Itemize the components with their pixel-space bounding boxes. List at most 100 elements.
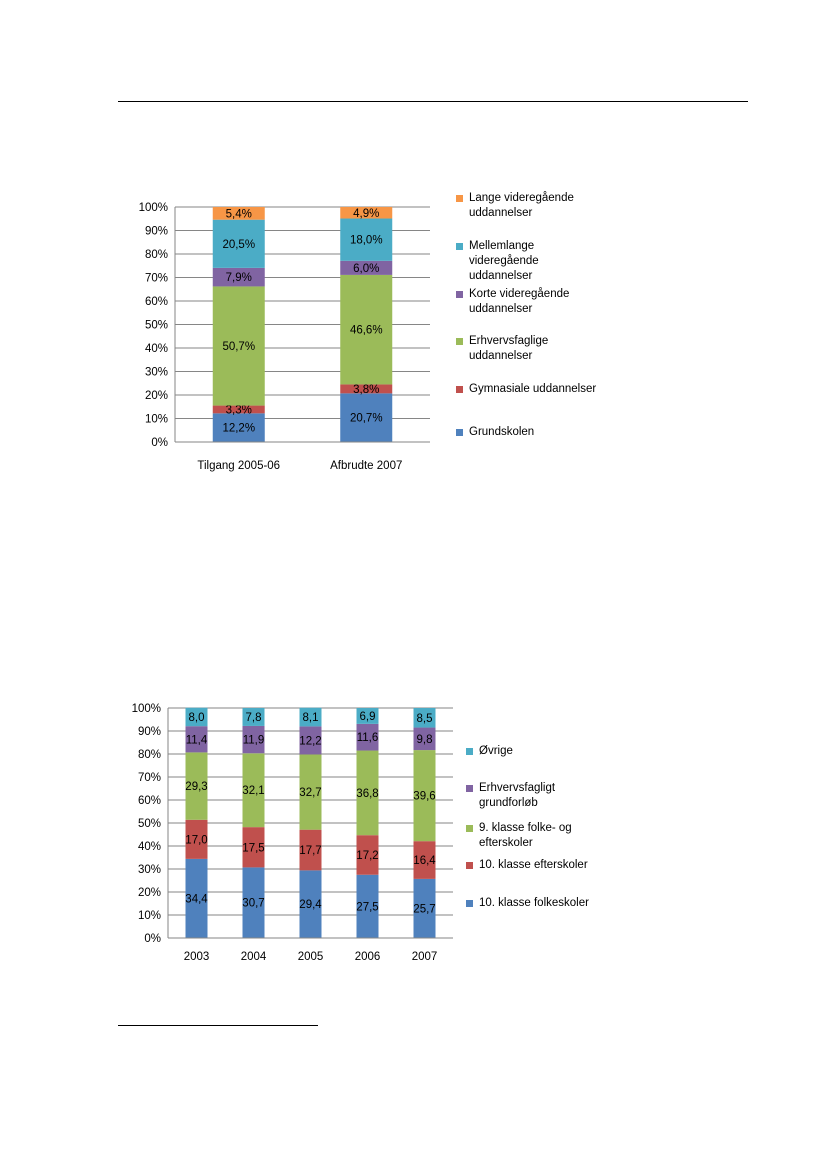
chart1-bar-segment [413, 727, 436, 751]
chart0-bar-segment [340, 218, 393, 261]
chart1-y-tick-label: 0% [144, 933, 161, 945]
chart0-y-tick-label: 10% [145, 414, 168, 426]
chart1-data-label: 29,4 [299, 899, 322, 911]
chart0-legend-label: Lange videregående uddannelser [469, 192, 574, 219]
chart1-data-label: 34,4 [185, 893, 208, 905]
chart1-data-label: 11,6 [357, 732, 379, 744]
chart0-y-tick-label: 80% [145, 249, 168, 261]
chart1-bar-segment [356, 750, 379, 836]
chart1-legend-swatch [466, 862, 473, 869]
chart0-y-tick-label: 100% [139, 202, 168, 214]
chart1-bar-segment [299, 870, 322, 938]
chart1-legend-label: 10. klasse efterskoler [479, 859, 588, 871]
chart0-legend-label: Erhvervsfaglige uddannelser [469, 335, 549, 362]
chart0-bar-segment [212, 405, 265, 414]
chart0-bar-segment [340, 274, 393, 385]
chart1-data-label: 8,5 [417, 713, 433, 725]
chart0-legend-swatch [456, 386, 463, 393]
chart0-legend-swatch [456, 338, 463, 345]
chart1-legend-swatch [466, 785, 473, 792]
chart1-legend-label: 9. klasse folke- og efterskoler [479, 822, 572, 849]
chart1-legend-label: Øvrige [479, 745, 513, 757]
chart1-bar-segment [413, 750, 436, 842]
chart1-data-label: 8,1 [303, 712, 319, 724]
chart1-bar-segment [185, 858, 208, 938]
chart0-y-tick-label: 0% [151, 437, 168, 449]
chart0-y-tick-label: 60% [145, 296, 168, 308]
chart0-bar-segment [212, 413, 265, 442]
chart0-data-label: 50,7% [222, 341, 255, 353]
chart1-svg: 0% 10% 20% 30% 40% 50% 60% 70% 80% 90% 100% 12,2% 3,… [139, 202, 430, 472]
header-rule [118, 101, 748, 102]
chart0-data-label: 7,9% [226, 272, 252, 284]
chart1-data-label: 11,4 [186, 734, 208, 746]
chart1-bar-segment [242, 867, 265, 938]
chart0-legend-swatch [456, 243, 463, 250]
chart1-data-label: 8,0 [189, 712, 205, 724]
chart0-data-label: 20,5% [222, 239, 255, 251]
chart0-y-tick-label: 40% [145, 343, 168, 355]
chart1-data-label: 16,4 [413, 855, 436, 867]
chart0-data-label: 18,0% [350, 235, 383, 247]
chart1-legend-label: Erhvervsfagligt grundforløb [479, 782, 556, 809]
chart1-x-tick-label: 2003 [184, 951, 210, 963]
chart0-bar-segment [212, 207, 265, 220]
chart1-data-label: 36,8 [356, 788, 378, 800]
chart1-bar-segment [299, 754, 322, 830]
chart1-legend-label: 10. klasse folkeskoler [479, 897, 589, 909]
chart1-y-tick-label: 10% [138, 910, 161, 922]
chart0-bar-segment [340, 393, 393, 442]
chart1-bar-segment [299, 707, 322, 727]
chart0-bar-segment [340, 260, 393, 275]
chart1-bar-segment [242, 725, 265, 754]
chart0-bar-segment [212, 219, 265, 268]
chart0-legend-swatch [456, 429, 463, 436]
chart0-data-label: 3,3% [226, 404, 252, 416]
chart1-legend-swatch [466, 825, 473, 832]
chart1-y-tick-label: 40% [138, 841, 161, 853]
chart1-data-label: 30,7 [242, 898, 264, 910]
chart0-legend-swatch [456, 291, 463, 298]
chart0-bar-segment [340, 207, 393, 219]
chart1-bar-segment [356, 874, 379, 938]
chart0-legend-swatch [456, 195, 463, 202]
chart1-y-tick-label: 20% [138, 887, 161, 899]
chart0-y-tick-label: 70% [145, 273, 168, 285]
chart1-data-label: 7,8 [246, 712, 262, 724]
chart1-data-label: 9,8 [417, 734, 433, 746]
chart1-y-tick-label: 70% [138, 772, 161, 784]
chart1-bar-segment [242, 753, 265, 828]
chart1-y-tick-label: 30% [138, 864, 161, 876]
chart0-legend-label: Mellemlange videregående uddannelser [469, 240, 539, 282]
chart0-y-tick-label: 20% [145, 390, 168, 402]
chart1-x-tick-label: 2005 [298, 951, 324, 963]
chart1-bar-segment [413, 708, 436, 728]
chart1-data-label: 32,1 [242, 785, 264, 797]
chart1-bar-segment [356, 708, 379, 724]
chart1-y-tick-label: 50% [138, 818, 161, 830]
chart0-legend-label: Gymnasiale uddannelser [469, 383, 597, 395]
chart0-y-tick-label: 50% [145, 320, 168, 332]
chart1-y-tick-label: 60% [138, 795, 161, 807]
chart0-data-label: 5,4% [226, 208, 252, 220]
chart1-y-tick-label: 100% [132, 703, 161, 715]
chart1-data-label: 17,0 [185, 834, 207, 846]
chart1-bar-segment [356, 835, 379, 875]
chart1-bar-segment [185, 752, 208, 820]
chart1-legend-swatch [466, 748, 473, 755]
chart1-bar-segment [242, 708, 265, 726]
chart0-bar-segment [212, 267, 265, 287]
chart1-x-tick-label: 2006 [355, 951, 381, 963]
chart1-x-tick-label: 2004 [241, 951, 267, 963]
chart0-data-label: 12,2% [222, 423, 255, 435]
chart1-data-label: 17,5 [242, 842, 264, 854]
chart0-x-tick-label: Tilgang 2005-06 [197, 460, 280, 472]
chart0-x-tick-label: Afbrudte 2007 [330, 460, 402, 472]
chart0-legend-label: Korte videregående uddannelser [469, 288, 570, 315]
footnote-rule [118, 1025, 318, 1026]
chart1-data-label: 39,6 [413, 791, 435, 803]
chart1-data-label: 25,7 [413, 903, 435, 915]
chart1-bar-segment [242, 827, 265, 868]
chart1-y-tick-label: 90% [138, 726, 161, 738]
chart1-data-label: 12,2 [299, 735, 321, 747]
